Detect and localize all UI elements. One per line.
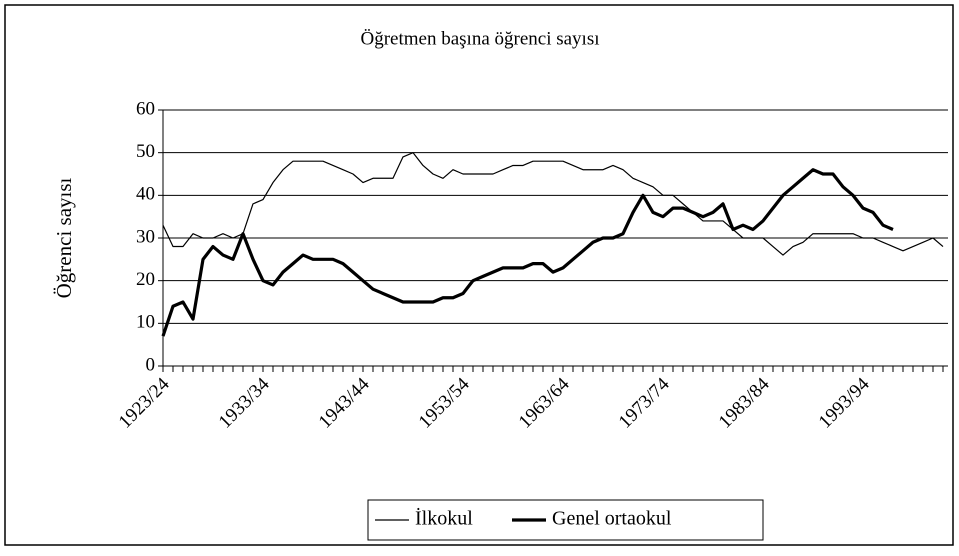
series-line <box>161 168 894 337</box>
legend-label: İlkokul <box>415 507 473 530</box>
legend-label: Genel ortaokul <box>552 508 672 530</box>
y-tick-label: 0 <box>146 354 156 375</box>
series-line <box>162 152 944 256</box>
y-tick-label: 60 <box>136 98 155 119</box>
y-tick-label: 30 <box>136 226 155 247</box>
y-axis-label: Öğrenci sayısı <box>52 177 76 298</box>
chart-title: Öğretmen başına öğrenci sayısı <box>360 28 599 49</box>
y-tick-label: 40 <box>136 184 155 205</box>
y-tick-label: 10 <box>136 312 155 333</box>
y-tick-label: 20 <box>136 269 155 290</box>
y-tick-label: 50 <box>136 141 155 162</box>
legend-box <box>367 499 764 541</box>
